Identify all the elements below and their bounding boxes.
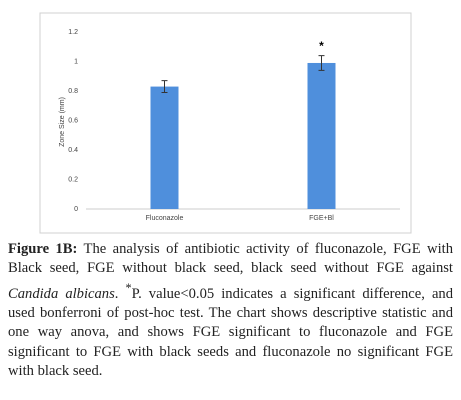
caption-sup: *: [125, 280, 132, 295]
y-tick-label: 0.4: [68, 147, 78, 154]
annotation: *: [319, 39, 324, 53]
y-tick-label: 0.6: [68, 117, 78, 124]
caption-text: The analysis of antibiotic activity of f…: [8, 241, 453, 277]
caption-text: P. value<0.05 indicates a significant di…: [8, 285, 454, 380]
y-tick-label: 0.2: [68, 176, 78, 183]
y-tick-label: 1.2: [68, 29, 78, 36]
bar: [150, 86, 179, 209]
caption: Figure 1B: The analysis of antibiotic ac…: [8, 241, 454, 380]
error-bar: [318, 55, 325, 71]
caption-italic: Candida albicans: [8, 285, 115, 302]
y-tick-label: 1: [74, 58, 78, 65]
chart-frame: [39, 12, 412, 234]
x-tick-label: FGE+Bl: [309, 215, 334, 222]
caption-label: Figure 1B:: [8, 241, 78, 257]
x-tick-label: Fluconazole: [146, 215, 184, 222]
chart: Zone Size (mm) 0 0.2 0.4 0.6 0.8 1 1.2 Fluconaz…: [39, 12, 412, 234]
bar: [307, 62, 336, 209]
error-bar: [161, 80, 168, 93]
y-tick-label: 0: [74, 206, 78, 213]
y-tick-label: 0.8: [68, 88, 78, 95]
y-axis-title: Zone Size (mm): [59, 97, 66, 147]
